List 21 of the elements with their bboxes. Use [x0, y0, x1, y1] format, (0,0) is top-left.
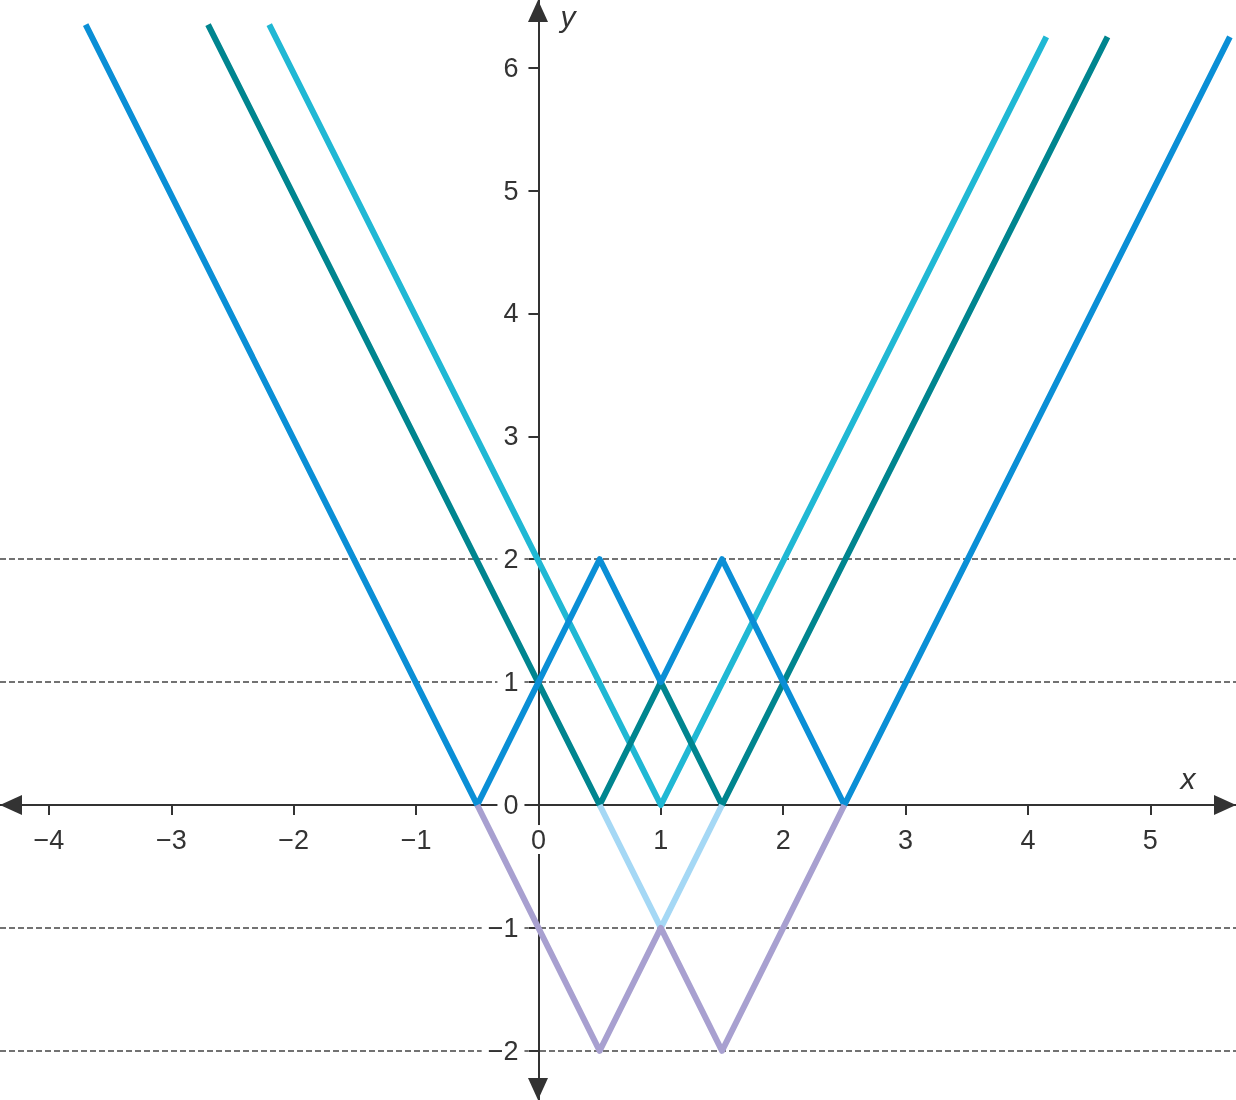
x-tick-label: 3	[898, 824, 914, 855]
y-tick-label: 4	[503, 298, 519, 329]
x-tick-label: 4	[1020, 824, 1036, 855]
y-tick-label: 2	[503, 544, 519, 575]
y-tick-label: 1	[503, 667, 519, 698]
y-tick-label: −1	[487, 912, 519, 943]
x-tick-label: 5	[1142, 824, 1158, 855]
x-tick-label: −2	[278, 824, 310, 855]
x-tick-label: −3	[155, 824, 187, 855]
y-tick-label: 3	[503, 421, 519, 452]
y-tick-label: 6	[503, 52, 519, 83]
y-axis-title: y	[558, 0, 578, 33]
x-axis-title: x	[1178, 761, 1197, 795]
x-tick-label: 1	[653, 824, 669, 855]
y-tick-label: 0	[503, 790, 519, 821]
x-tick-label: −1	[400, 824, 432, 855]
x-tick-label: 2	[775, 824, 791, 855]
x-tick-label: −4	[33, 824, 65, 855]
x-tick-label: 0	[530, 824, 546, 855]
y-tick-label: −2	[487, 1035, 519, 1066]
y-tick-label: 5	[503, 175, 519, 206]
